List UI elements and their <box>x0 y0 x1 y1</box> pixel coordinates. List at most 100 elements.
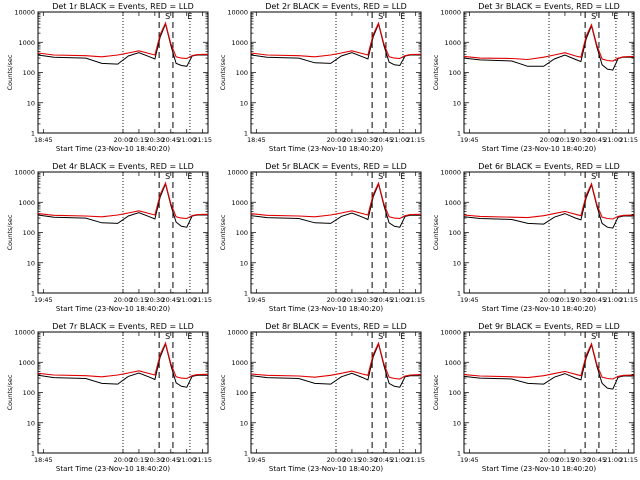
end-marker-label: E <box>187 332 192 341</box>
y-tick-label: 100 <box>236 389 248 397</box>
series-events-line <box>463 24 634 71</box>
x-tick-label: 21:00 <box>603 136 622 144</box>
x-tick-label: 20:45 <box>374 136 393 144</box>
y-tick-label: 100 <box>236 69 248 77</box>
y-tick-label: 1 <box>457 450 461 458</box>
start-marker-label: S <box>378 12 383 21</box>
end-marker-label: E <box>400 12 405 21</box>
y-tick-label: 10000 <box>14 169 35 177</box>
y-tick-label: 10 <box>240 259 248 267</box>
x-tick-label: 18:45 <box>34 456 53 464</box>
x-tick-label: 20:30 <box>146 296 165 304</box>
x-tick-label: 19:45 <box>460 456 479 464</box>
x-tick-label: 20:30 <box>572 456 591 464</box>
y-tick-label: 1 <box>457 290 461 298</box>
chart-panel-2: Det 2r BLACK = Events, RED = LLD 1 10 100 10… <box>219 2 425 153</box>
series-lld-line <box>37 181 209 220</box>
y-tick-label: 10 <box>27 99 35 107</box>
end-marker-label: E <box>613 172 618 181</box>
x-tick-label: 19:45 <box>247 296 266 304</box>
x-axis-label: Start Time (23-Nov-10 18:40:20) <box>269 465 383 473</box>
series-events-line <box>37 22 208 67</box>
chart-title: Det 4r BLACK = Events, RED = LLD <box>52 162 194 171</box>
y-tick-label: 10000 <box>440 169 461 177</box>
y-axis-label: Counts/sec <box>432 214 440 250</box>
x-tick-label: 19:45 <box>247 456 266 464</box>
chart-title: Det 3r BLACK = Events, RED = LLD <box>478 2 620 11</box>
series-lld-line <box>250 21 422 60</box>
y-tick-label: 100 <box>236 229 248 237</box>
x-axis-label: Start Time (23-Nov-10 18:40:20) <box>269 145 383 153</box>
y-tick-label: 1000 <box>444 199 461 207</box>
x-tick-label: 19:45 <box>460 136 479 144</box>
end-marker-label: E <box>613 12 618 21</box>
y-tick-label: 1 <box>31 130 35 138</box>
x-axis-label: Start Time (23-Nov-10 18:40:20) <box>56 305 170 313</box>
x-tick-label: 20:15 <box>130 296 149 304</box>
x-axis-label: Start Time (23-Nov-10 18:40:20) <box>56 145 170 153</box>
series-events-line <box>463 343 634 390</box>
x-tick-label: 21:15 <box>193 296 212 304</box>
start-marker-label: S <box>591 12 596 21</box>
x-tick-label: 21:15 <box>406 456 425 464</box>
y-tick-label: 1000 <box>18 359 35 367</box>
x-tick-label: 20:15 <box>343 296 362 304</box>
x-tick-label: 20:00 <box>540 136 559 144</box>
x-tick-label: 20:45 <box>161 136 180 144</box>
x-tick-label: 21:15 <box>619 136 638 144</box>
x-tick-label: 21:00 <box>603 296 622 304</box>
x-tick-label: 21:00 <box>177 136 196 144</box>
y-tick-label: 1 <box>457 130 461 138</box>
x-tick-label: 21:00 <box>177 456 196 464</box>
chart-title: Det 1r BLACK = Events, RED = LLD <box>52 2 194 11</box>
y-tick-label: 1 <box>31 450 35 458</box>
series-lld-line <box>250 181 422 220</box>
y-tick-label: 10000 <box>14 329 35 337</box>
end-marker-label: E <box>187 12 192 21</box>
end-marker-label: E <box>613 332 618 341</box>
series-events-line <box>250 22 421 67</box>
y-axis-label: Counts/sec <box>219 214 227 250</box>
x-tick-label: 21:15 <box>406 296 425 304</box>
y-tick-label: 1 <box>244 130 248 138</box>
chart-panel-3: Det 3r BLACK = Events, RED = LLD 1 10 100 10… <box>432 2 638 153</box>
y-tick-label: 10 <box>453 99 461 107</box>
x-tick-label: 20:30 <box>572 296 591 304</box>
y-tick-label: 10000 <box>14 9 35 17</box>
x-axis-label: Start Time (23-Nov-10 18:40:20) <box>482 465 596 473</box>
x-tick-label: 18:45 <box>34 136 53 144</box>
x-tick-label: 20:00 <box>114 456 133 464</box>
start-marker-label: S <box>591 332 596 341</box>
series-lld-line <box>463 182 635 220</box>
y-tick-label: 1000 <box>231 199 248 207</box>
y-tick-label: 10 <box>27 259 35 267</box>
x-tick-label: 21:00 <box>390 296 409 304</box>
chart-panel-7: Det 7r BLACK = Events, RED = LLD 1 10 100 10… <box>6 322 212 473</box>
x-axis-label: Start Time (23-Nov-10 18:40:20) <box>482 305 596 313</box>
x-axis-label: Start Time (23-Nov-10 18:40:20) <box>269 305 383 313</box>
x-tick-label: 20:15 <box>556 296 575 304</box>
x-tick-label: 20:15 <box>556 136 575 144</box>
chart-title: Det 9r BLACK = Events, RED = LLD <box>478 322 620 331</box>
chart-panel-4: Det 4r BLACK = Events, RED = LLD 1 10 100 10… <box>6 162 212 313</box>
y-tick-label: 1 <box>31 290 35 298</box>
y-tick-label: 100 <box>449 229 461 237</box>
x-tick-label: 21:15 <box>193 136 212 144</box>
x-tick-label: 20:45 <box>374 456 393 464</box>
x-tick-label: 20:15 <box>130 456 149 464</box>
y-axis-label: Counts/sec <box>432 374 440 410</box>
x-tick-label: 20:15 <box>130 136 149 144</box>
y-tick-label: 100 <box>23 389 35 397</box>
start-marker-label: S <box>591 172 596 181</box>
chart-title: Det 2r BLACK = Events, RED = LLD <box>265 2 407 11</box>
x-tick-label: 21:15 <box>193 456 212 464</box>
start-marker-label: S <box>165 172 170 181</box>
x-tick-label: 20:45 <box>161 456 180 464</box>
y-tick-label: 10 <box>27 419 35 427</box>
x-tick-label: 20:45 <box>587 456 606 464</box>
x-tick-label: 18:45 <box>247 136 266 144</box>
x-tick-label: 19:45 <box>460 296 479 304</box>
y-axis-label: Counts/sec <box>219 54 227 90</box>
series-events-line <box>250 342 421 388</box>
y-tick-label: 1000 <box>444 39 461 47</box>
